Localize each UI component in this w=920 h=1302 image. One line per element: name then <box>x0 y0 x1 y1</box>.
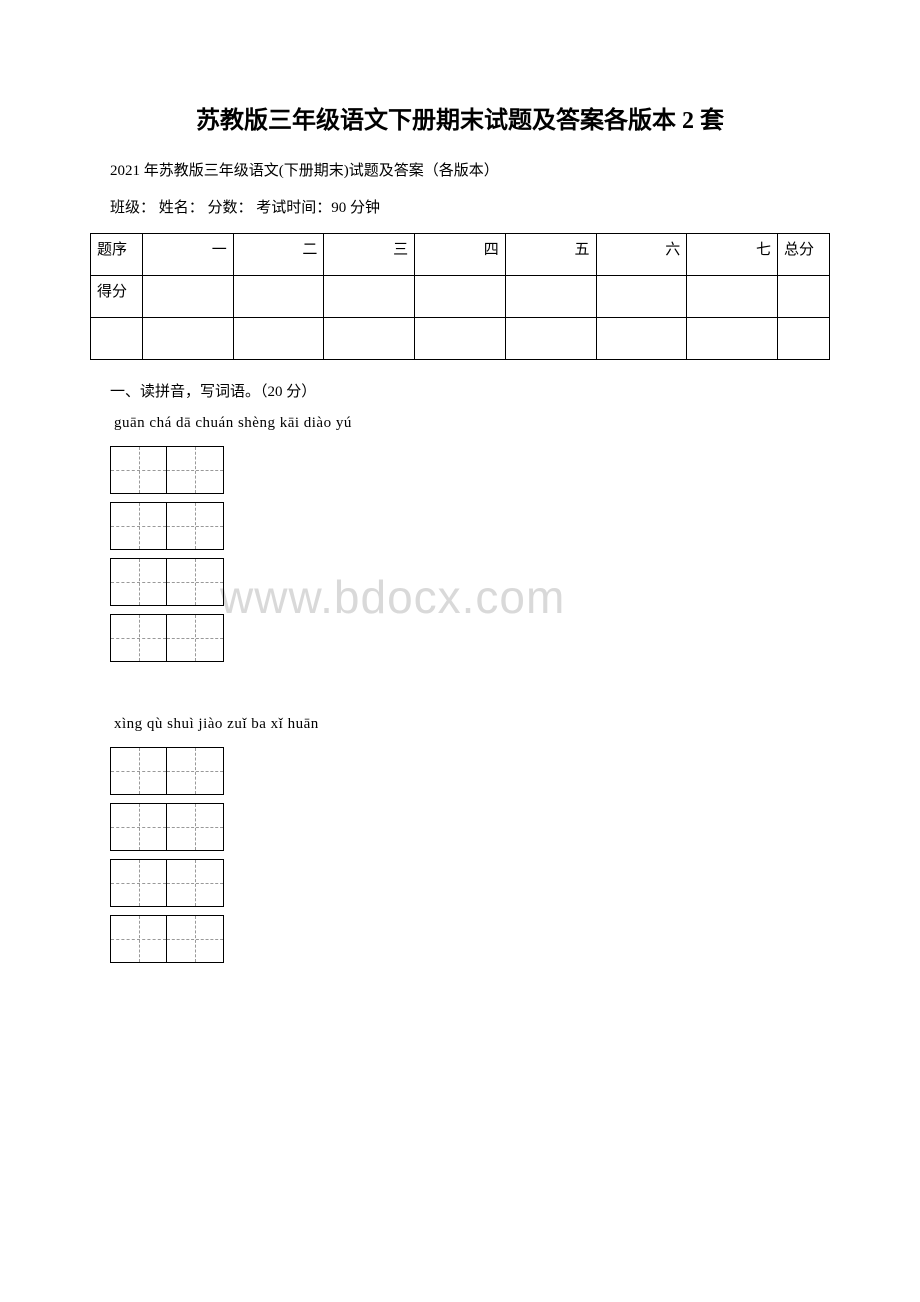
col-6: 六 <box>596 234 687 276</box>
col-total: 总分 <box>778 234 830 276</box>
tianzi-cell <box>167 860 223 906</box>
empty-cell <box>143 318 234 360</box>
tianzi-pair <box>110 803 224 851</box>
info-line: 班级： 姓名： 分数： 考试时间：90 分钟 <box>110 196 830 217</box>
tianzi-cell <box>111 804 167 850</box>
score-table: 题序 一 二 三 四 五 六 七 总分 得分 <box>90 233 830 360</box>
col-4: 四 <box>415 234 506 276</box>
empty-cell <box>505 318 596 360</box>
tianzi-pair <box>110 502 224 550</box>
tianzi-cell <box>111 447 167 493</box>
col-1: 一 <box>143 234 234 276</box>
pinyin-group-1: guān chá dā chuán shèng kāi diào yú <box>114 415 830 432</box>
tianzi-cell <box>167 748 223 794</box>
empty-cell <box>324 318 415 360</box>
empty-cell <box>91 318 143 360</box>
tianzi-cell <box>167 559 223 605</box>
tianzi-cell <box>167 615 223 661</box>
col-5: 五 <box>505 234 596 276</box>
tianzi-group-2 <box>110 747 830 971</box>
empty-cell <box>415 318 506 360</box>
tianzi-cell <box>167 503 223 549</box>
tianzi-pair <box>110 915 224 963</box>
tianzi-pair <box>110 446 224 494</box>
tianzi-cell <box>111 748 167 794</box>
tianzi-cell <box>167 447 223 493</box>
tianzi-pair <box>110 614 224 662</box>
section-1-heading: 一、读拼音，写词语。（20 分） <box>110 380 830 401</box>
score-cell <box>324 276 415 318</box>
score-cell <box>778 276 830 318</box>
empty-cell <box>687 318 778 360</box>
tianzi-pair <box>110 859 224 907</box>
score-cell <box>415 276 506 318</box>
document-subtitle: 2021 年苏教版三年级语文(下册期末)试题及答案（各版本） <box>110 159 830 180</box>
table-row-empty <box>91 318 830 360</box>
tianzi-cell <box>111 916 167 962</box>
row-label: 题序 <box>91 234 143 276</box>
tianzi-cell <box>111 503 167 549</box>
empty-cell <box>233 318 324 360</box>
table-row-score: 得分 <box>91 276 830 318</box>
col-7: 七 <box>687 234 778 276</box>
row-label: 得分 <box>91 276 143 318</box>
score-cell <box>505 276 596 318</box>
score-cell <box>596 276 687 318</box>
empty-cell <box>596 318 687 360</box>
tianzi-cell <box>111 559 167 605</box>
tianzi-cell <box>167 804 223 850</box>
document-title: 苏教版三年级语文下册期末试题及答案各版本 2 套 <box>90 100 830 135</box>
tianzi-cell <box>111 615 167 661</box>
tianzi-cell <box>111 860 167 906</box>
col-2: 二 <box>233 234 324 276</box>
score-cell <box>233 276 324 318</box>
score-cell <box>143 276 234 318</box>
tianzi-cell <box>167 916 223 962</box>
tianzi-group-1 <box>110 446 830 670</box>
empty-cell <box>778 318 830 360</box>
table-row-header: 题序 一 二 三 四 五 六 七 总分 <box>91 234 830 276</box>
pinyin-group-2: xìng qù shuì jiào zuǐ ba xǐ huān <box>114 716 830 733</box>
tianzi-pair <box>110 747 224 795</box>
tianzi-pair <box>110 558 224 606</box>
col-3: 三 <box>324 234 415 276</box>
score-cell <box>687 276 778 318</box>
